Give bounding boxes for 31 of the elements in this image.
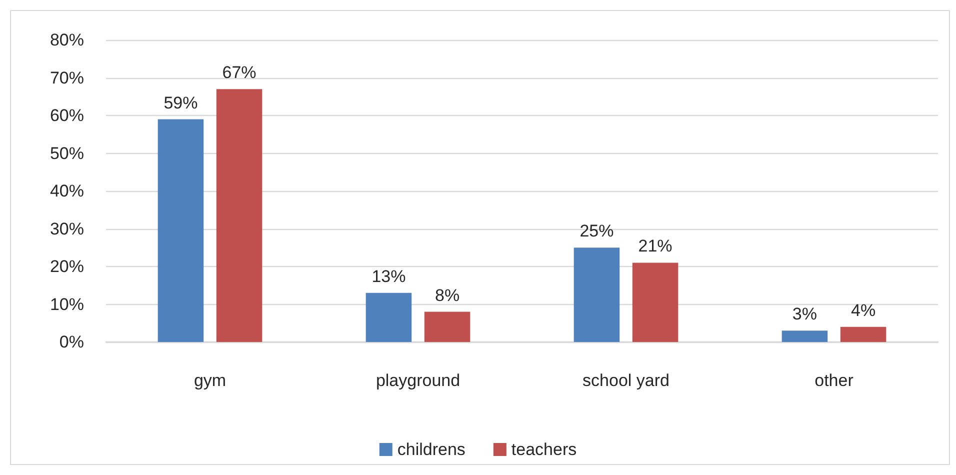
x-tick-label: playground: [376, 371, 460, 390]
bar: [632, 262, 678, 342]
bar: [782, 330, 828, 342]
data-label: 25%: [580, 222, 614, 241]
legend-label: teachers: [511, 440, 577, 459]
data-label: 13%: [372, 266, 406, 286]
bar: [216, 89, 262, 342]
bar: [366, 292, 412, 342]
bar: [424, 312, 470, 342]
data-label: 8%: [434, 286, 460, 305]
data-label: 59%: [164, 93, 198, 112]
bar: [840, 326, 886, 342]
y-tick-label: 10%: [50, 294, 84, 314]
y-tick-label: 50%: [50, 144, 84, 163]
x-tick-label: school yard: [582, 371, 670, 390]
y-tick-label: 20%: [50, 257, 84, 276]
y-tick-label: 80%: [50, 30, 84, 50]
y-tick-label: 0%: [59, 332, 84, 352]
bar: [158, 119, 204, 342]
bar: [574, 248, 620, 342]
legend-label: childrens: [397, 440, 466, 459]
y-tick-label: 30%: [50, 219, 84, 238]
data-label: 3%: [792, 304, 818, 324]
y-tick-label: 60%: [50, 106, 84, 125]
x-tick-label: other: [814, 371, 854, 390]
x-tick-label: gym: [194, 371, 226, 390]
data-label: 21%: [638, 236, 672, 256]
y-tick-label: 40%: [50, 182, 84, 200]
y-tick-label: 70%: [50, 68, 84, 88]
data-label: 67%: [222, 63, 256, 82]
data-label: 4%: [850, 300, 876, 320]
